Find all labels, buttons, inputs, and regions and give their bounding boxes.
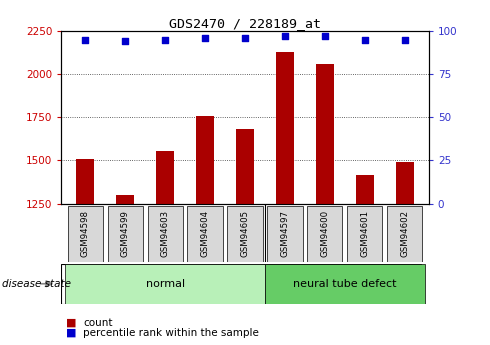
Point xyxy=(121,39,129,44)
Point xyxy=(241,35,249,41)
Point xyxy=(161,37,169,42)
Bar xyxy=(316,64,334,204)
Point xyxy=(201,35,209,41)
Text: GSM94605: GSM94605 xyxy=(241,210,249,257)
FancyBboxPatch shape xyxy=(307,206,343,262)
Bar xyxy=(396,162,414,204)
Title: GDS2470 / 228189_at: GDS2470 / 228189_at xyxy=(169,17,321,30)
Text: GSM94598: GSM94598 xyxy=(81,210,90,257)
FancyBboxPatch shape xyxy=(188,206,222,262)
Point xyxy=(361,37,369,42)
Bar xyxy=(236,128,254,204)
Bar xyxy=(116,195,134,204)
FancyBboxPatch shape xyxy=(268,206,302,262)
FancyBboxPatch shape xyxy=(147,206,183,262)
FancyBboxPatch shape xyxy=(227,206,263,262)
Text: count: count xyxy=(83,318,113,327)
Text: GSM94603: GSM94603 xyxy=(161,210,170,257)
Bar xyxy=(356,175,374,204)
Text: GSM94604: GSM94604 xyxy=(200,210,210,257)
Point xyxy=(401,37,409,42)
FancyBboxPatch shape xyxy=(68,206,103,262)
Text: ■: ■ xyxy=(66,328,76,338)
Bar xyxy=(76,159,94,204)
Bar xyxy=(276,52,294,204)
Point xyxy=(81,37,89,42)
FancyBboxPatch shape xyxy=(65,264,265,304)
Text: neural tube defect: neural tube defect xyxy=(293,279,396,289)
Text: GSM94600: GSM94600 xyxy=(320,210,329,257)
Text: ■: ■ xyxy=(66,318,76,327)
Point xyxy=(281,33,289,39)
FancyBboxPatch shape xyxy=(108,206,143,262)
Point xyxy=(321,33,329,39)
Text: GSM94597: GSM94597 xyxy=(280,210,290,257)
Text: percentile rank within the sample: percentile rank within the sample xyxy=(83,328,259,338)
Bar xyxy=(156,151,174,204)
Text: disease state: disease state xyxy=(2,279,72,289)
FancyBboxPatch shape xyxy=(387,206,422,262)
FancyBboxPatch shape xyxy=(265,264,425,304)
FancyBboxPatch shape xyxy=(347,206,382,262)
Text: GSM94599: GSM94599 xyxy=(121,210,130,257)
Text: GSM94601: GSM94601 xyxy=(360,210,369,257)
Text: GSM94602: GSM94602 xyxy=(400,210,409,257)
Bar xyxy=(196,116,214,204)
Text: normal: normal xyxy=(146,279,185,289)
